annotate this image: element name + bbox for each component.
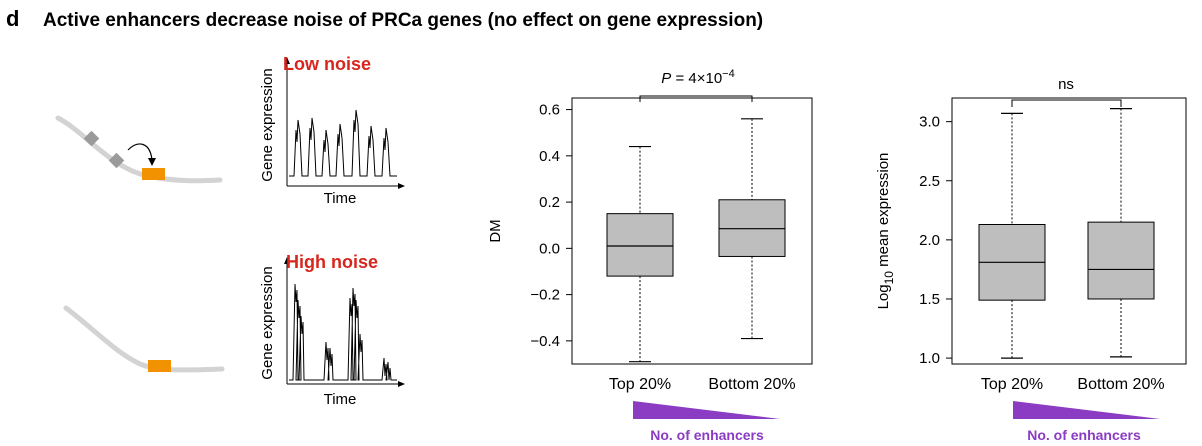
enhancer-gradient-wedge [633,401,780,419]
category-label: Bottom 20% [708,376,795,393]
category-label: Bottom 20% [1077,376,1164,393]
gene-icon [142,168,165,180]
dm-boxplot-chart: DM P = 4×10−4 No. of enhancers 0.6 0.4 0.2… [487,68,813,443]
gene-expression-label: Gene expression [259,68,276,181]
dna-strand-icon [63,305,225,373]
dna-strand-icon [55,115,223,184]
y-tick-label: 1.5 [919,291,940,308]
figure-title: Active enhancers decrease noise of PRCa … [43,10,763,31]
category-label: Top 20% [981,376,1043,393]
significance-annotation: P = 4×10−4 [639,68,753,102]
enhancer-gradient-label: No. of enhancers [650,427,764,443]
plot-frame [951,97,1187,365]
y-tick-label: 0.0 [539,240,560,257]
enhancer-gradient-wedge [1013,401,1160,419]
y-tick-label: 2.0 [919,232,940,249]
low-noise-trace [289,109,397,177]
category-label: Top 20% [609,376,671,393]
box-iqr [606,213,674,277]
y-tick-label: 3.0 [919,114,940,131]
high-noise-trace [289,283,397,381]
gene-expression-label: Gene expression [259,266,276,379]
high-noise-label: High noise [286,252,378,272]
arrowhead-icon [148,158,156,166]
y-axis-title: DM [487,219,504,242]
y-tick-label: −0.4 [530,333,560,350]
p-value-label: P = 4×10−4 [661,68,734,87]
x-arrow-icon [398,183,405,189]
panel-letter: d [6,6,19,31]
box-iqr [1087,221,1155,300]
enhancer-gradient-label: No. of enhancers [1027,427,1141,443]
plot-frame [571,97,813,365]
x-arrow-icon [398,381,405,387]
ns-label: ns [1058,76,1074,93]
y-axis-title: Log10 mean expression [875,153,896,310]
y-tick-label: 2.5 [919,173,940,190]
y-tick-label: −0.2 [530,287,560,304]
expression-boxplot-chart: Log10 mean expression ns No. of enhancer… [875,76,1187,443]
y-arrow-icon [284,57,290,64]
time-label: Time [324,190,357,207]
enhancer-icon [108,152,125,169]
y-tick-label: 0.6 [539,102,560,119]
gene-icon [148,360,171,372]
significance-annotation: ns [1011,76,1122,107]
y-tick-label: 1.0 [919,350,940,367]
y-tick-label: 0.2 [539,194,560,211]
y-tick-label: 0.4 [539,148,560,165]
time-label: Time [324,391,357,408]
schematic-high-noise: High noise Gene expression Time [63,252,405,408]
enhancer-icon [83,130,100,147]
y-arrow-icon [284,257,290,264]
activation-arrow-icon [127,143,153,161]
low-noise-label: Low noise [283,54,371,74]
schematic-low-noise: Low noise Gene expression Time [55,54,405,207]
